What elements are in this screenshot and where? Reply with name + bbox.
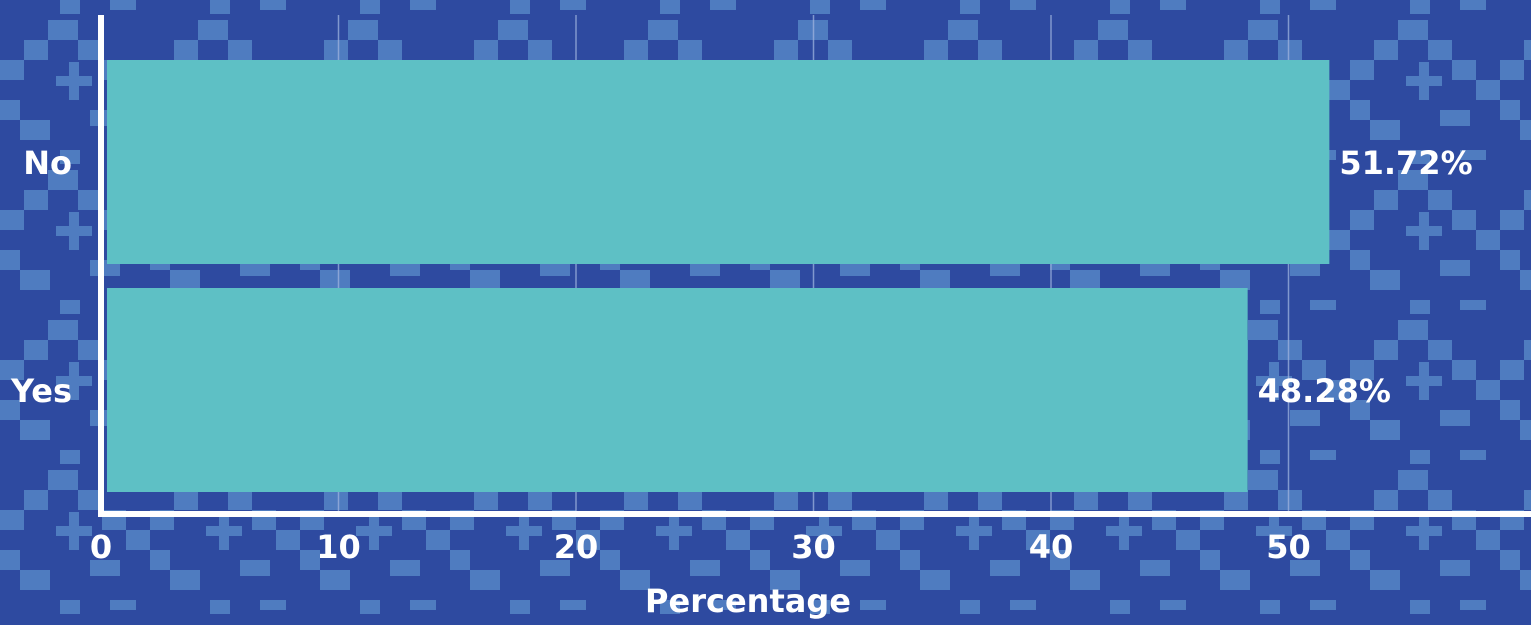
data-label: 48.28% [1258,372,1391,410]
bar-no [107,60,1330,264]
x-tick-label: 10 [316,528,361,566]
data-label: 51.72% [1339,144,1472,182]
category-label: No [23,144,72,182]
x-axis-title: Percentage [645,582,851,620]
x-tick-label: 40 [1029,528,1074,566]
bars: 51.72% No 48.28% Yes [10,60,1473,492]
bar-yes [107,288,1248,492]
x-tick-label: 50 [1266,528,1311,566]
category-label: Yes [10,372,72,410]
x-tick-label: 30 [791,528,836,566]
x-tick-label: 20 [554,528,599,566]
x-tick-label: 0 [90,528,112,566]
axes: 0 10 20 30 40 50 [90,15,1531,566]
